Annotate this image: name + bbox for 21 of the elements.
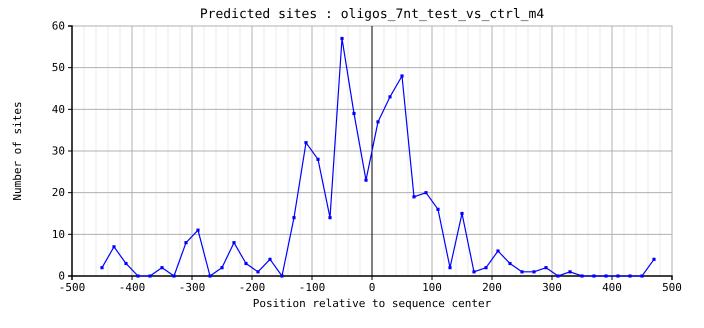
y-tick-label: 20 (52, 186, 65, 200)
x-tick-label: -300 (178, 280, 206, 294)
x-tick-label: 500 (662, 280, 682, 294)
x-tick-label: 100 (422, 280, 442, 294)
x-axis-title: Position relative to sequence center (252, 297, 492, 310)
x-tick-label: -400 (118, 280, 146, 294)
y-tick-label: 0 (58, 270, 65, 283)
x-tick-label: -200 (238, 280, 266, 294)
x-tick-label: -100 (298, 280, 326, 294)
chart-title: Predicted sites : oligos_7nt_test_vs_ctrl_m4 (200, 7, 544, 22)
x-tick-label: 200 (482, 280, 502, 294)
x-tick-label: 300 (542, 280, 562, 294)
x-tick-label: 0 (368, 280, 376, 294)
y-tick-label: 30 (52, 144, 65, 158)
x-tick-label: -500 (58, 280, 86, 294)
y-tick-label: 60 (52, 20, 65, 33)
y-axis-title: Number of sites (11, 101, 24, 201)
y-tick-label: 10 (52, 228, 65, 241)
y-tick-label: 40 (52, 102, 65, 116)
x-tick-label: 400 (602, 280, 622, 294)
y-tick-label: 50 (52, 61, 65, 74)
